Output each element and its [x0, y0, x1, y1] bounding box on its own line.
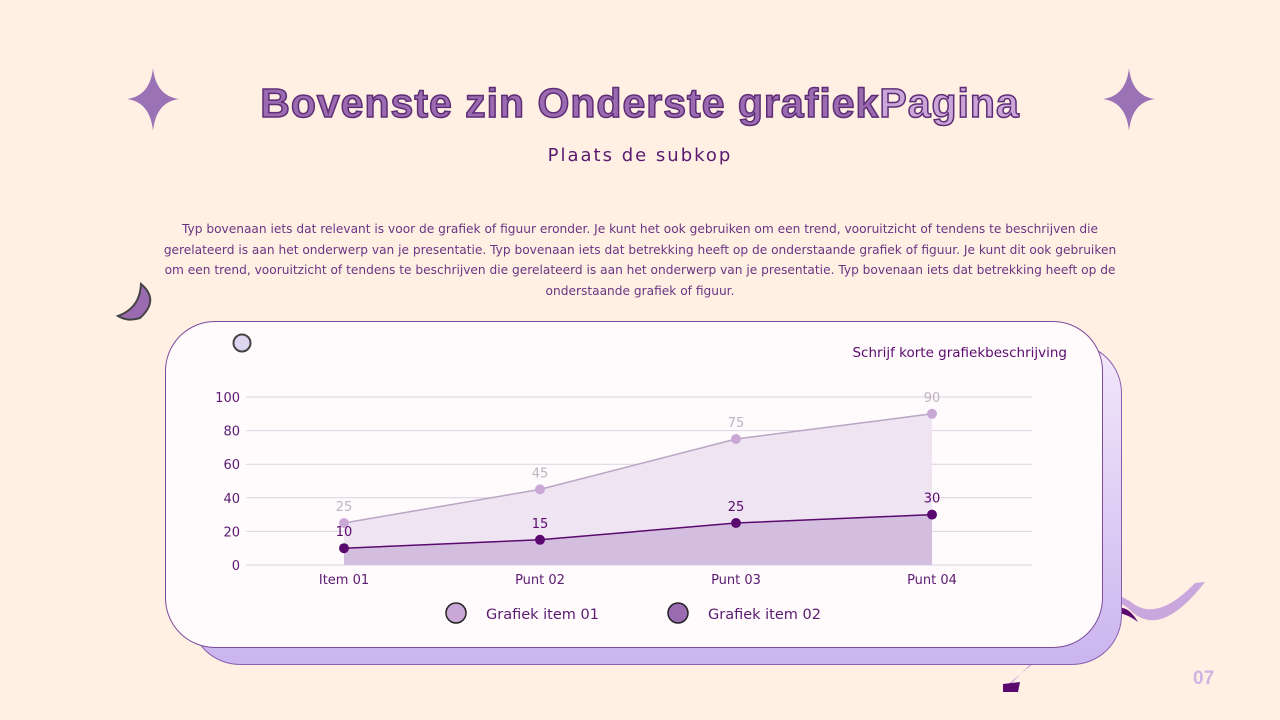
data-point	[339, 518, 349, 528]
data-point	[339, 543, 349, 554]
circle-decoration	[232, 333, 252, 353]
page-number: 07	[1193, 668, 1215, 689]
page-title: Bovenste zin Onderste grafiekPagina	[0, 79, 1280, 127]
crescent-icon	[115, 281, 152, 321]
data-label: 25	[728, 500, 745, 515]
data-point	[927, 408, 937, 419]
series-area-2	[344, 514, 932, 565]
y-tick-label: 20	[223, 525, 240, 540]
sparkle-icon-left	[127, 68, 179, 131]
legend-marker	[445, 602, 467, 624]
title-part-2: Pagina	[879, 79, 1020, 127]
data-point	[731, 434, 741, 444]
y-tick-label: 40	[223, 492, 240, 507]
title-part-1: Bovenste zin Onderste grafiek	[259, 79, 880, 127]
data-label: 90	[924, 391, 941, 406]
data-label: 15	[532, 517, 549, 532]
data-point	[535, 534, 545, 545]
y-tick-label: 80	[223, 425, 240, 440]
y-tick-label: 60	[223, 458, 240, 473]
legend-label: Grafiek item 01	[486, 607, 599, 623]
subtitle: Plaats de subkop	[547, 145, 733, 166]
series-line-2	[343, 513, 933, 549]
data-label: 30	[924, 492, 941, 507]
x-tick-label: Punt 03	[711, 573, 761, 588]
legend-label: Grafiek item 02	[708, 607, 821, 623]
x-tick-label: Punt 04	[907, 573, 957, 588]
x-tick-label: Punt 02	[515, 573, 565, 588]
x-tick-label: Item 01	[319, 573, 369, 588]
chart-title: Schrijf korte grafiekbeschrijving	[852, 345, 1067, 361]
legend-marker	[667, 602, 689, 624]
series-line-1	[343, 413, 933, 524]
sparkle-icon-right	[1103, 68, 1155, 131]
data-label: 25	[336, 500, 353, 515]
data-label: 75	[728, 416, 745, 431]
data-point	[535, 484, 545, 495]
data-point	[731, 518, 741, 528]
data-label: 10	[336, 525, 353, 540]
y-tick-label: 0	[232, 559, 240, 574]
data-point	[927, 509, 937, 520]
y-tick-label: 100	[215, 391, 240, 406]
body-paragraph: Typ bovenaan iets dat relevant is voor d…	[163, 222, 1117, 298]
data-label: 45	[532, 466, 549, 481]
